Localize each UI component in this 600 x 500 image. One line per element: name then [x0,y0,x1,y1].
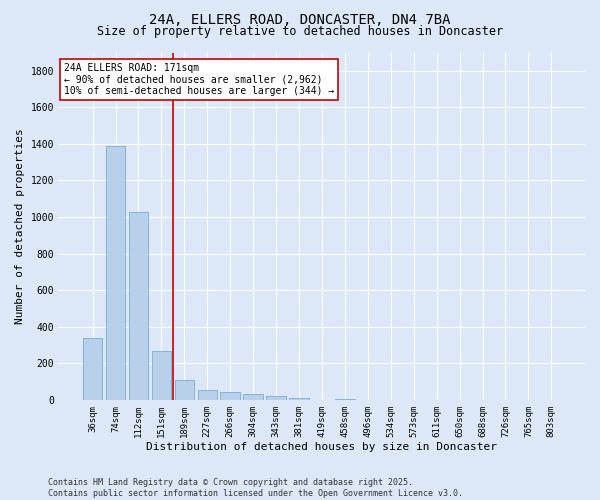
Text: 24A, ELLERS ROAD, DONCASTER, DN4 7BA: 24A, ELLERS ROAD, DONCASTER, DN4 7BA [149,12,451,26]
Bar [335,399,355,400]
Bar [197,390,217,400]
Bar [266,396,286,400]
Bar [129,212,148,400]
Y-axis label: Number of detached properties: Number of detached properties [15,128,25,324]
Bar [289,398,309,400]
Bar [152,352,171,400]
Bar [175,380,194,400]
Text: Contains HM Land Registry data © Crown copyright and database right 2025.
Contai: Contains HM Land Registry data © Crown c… [48,478,463,498]
Bar [106,146,125,400]
Bar [244,394,263,400]
X-axis label: Distribution of detached houses by size in Doncaster: Distribution of detached houses by size … [146,442,497,452]
Bar [220,392,240,400]
Bar [83,338,103,400]
Text: 24A ELLERS ROAD: 171sqm
← 90% of detached houses are smaller (2,962)
10% of semi: 24A ELLERS ROAD: 171sqm ← 90% of detache… [64,63,334,96]
Text: Size of property relative to detached houses in Doncaster: Size of property relative to detached ho… [97,25,503,38]
